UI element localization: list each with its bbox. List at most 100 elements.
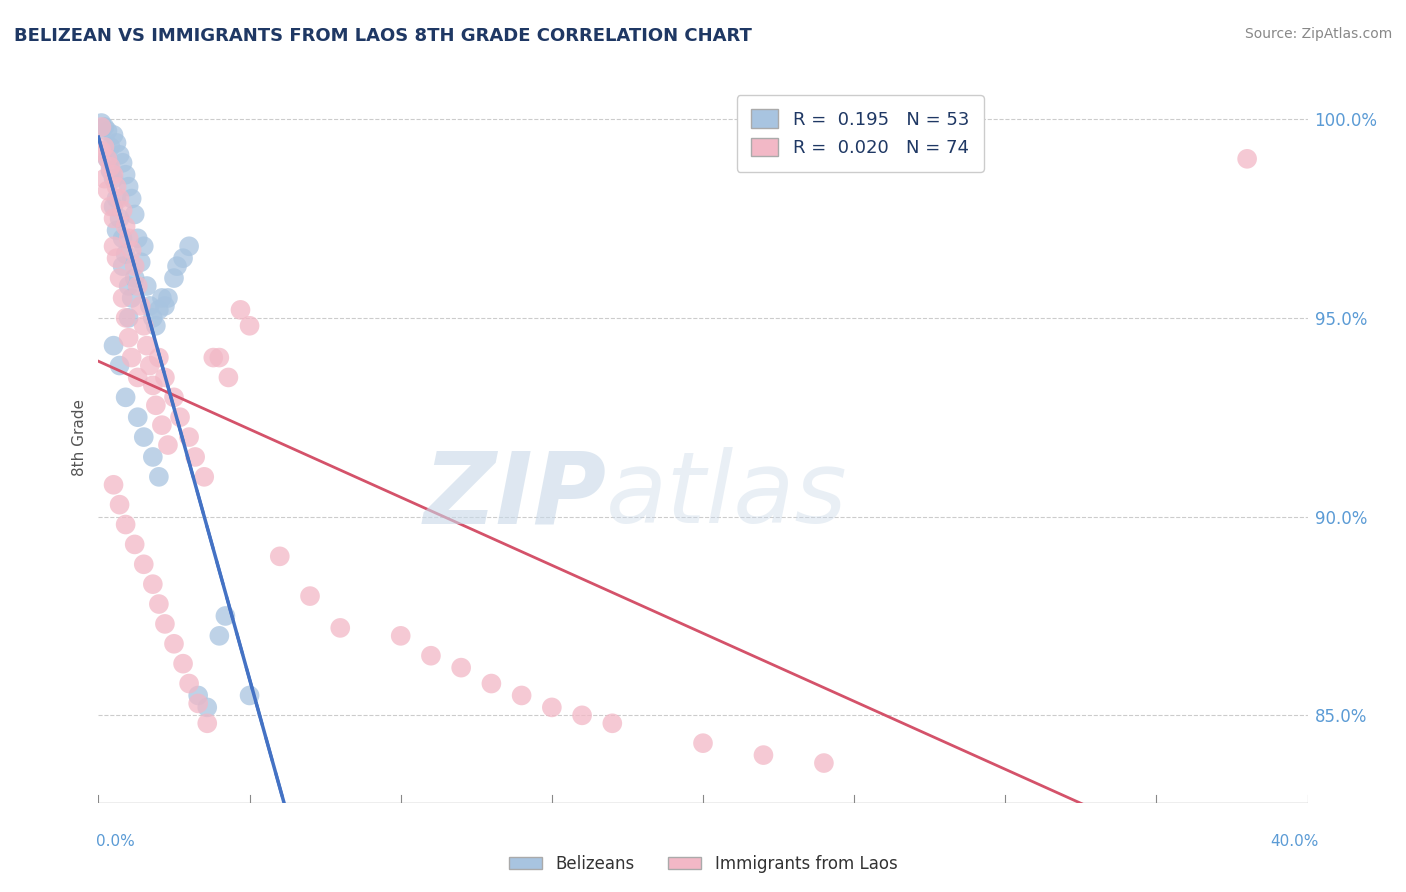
Point — [121, 351, 143, 365]
Point — [114, 517, 136, 532]
Point — [114, 219, 136, 234]
Point — [132, 239, 155, 253]
Point — [156, 291, 179, 305]
Point — [752, 748, 775, 763]
Point — [193, 470, 215, 484]
Point — [118, 231, 141, 245]
Point — [299, 589, 322, 603]
Point — [202, 351, 225, 365]
Point — [105, 223, 128, 237]
Point — [111, 155, 134, 169]
Point — [93, 120, 115, 134]
Point — [187, 689, 209, 703]
Point — [100, 200, 122, 214]
Point — [96, 152, 118, 166]
Point — [208, 629, 231, 643]
Point — [214, 609, 236, 624]
Point — [172, 251, 194, 265]
Point — [692, 736, 714, 750]
Point — [108, 192, 131, 206]
Point — [124, 259, 146, 273]
Point — [132, 558, 155, 572]
Point — [111, 291, 134, 305]
Point — [179, 239, 201, 253]
Point — [602, 716, 624, 731]
Point — [90, 116, 112, 130]
Text: 40.0%: 40.0% — [1271, 834, 1319, 848]
Point — [153, 616, 176, 631]
Point — [108, 148, 131, 162]
Point — [813, 756, 835, 770]
Point — [103, 200, 125, 214]
Point — [184, 450, 207, 464]
Point — [93, 171, 115, 186]
Point — [135, 279, 157, 293]
Point — [96, 124, 118, 138]
Point — [217, 370, 239, 384]
Text: BELIZEAN VS IMMIGRANTS FROM LAOS 8TH GRADE CORRELATION CHART: BELIZEAN VS IMMIGRANTS FROM LAOS 8TH GRA… — [14, 27, 752, 45]
Point — [195, 700, 218, 714]
Point — [108, 211, 131, 226]
Point — [111, 259, 134, 273]
Point — [172, 657, 194, 671]
Point — [111, 203, 134, 218]
Point — [121, 291, 143, 305]
Point — [129, 255, 152, 269]
Point — [153, 299, 176, 313]
Point — [108, 359, 131, 373]
Point — [96, 184, 118, 198]
Point — [129, 299, 152, 313]
Point — [145, 398, 167, 412]
Point — [114, 168, 136, 182]
Point — [195, 716, 218, 731]
Point — [166, 259, 188, 273]
Point — [142, 577, 165, 591]
Point — [148, 470, 170, 484]
Text: 0.0%: 0.0% — [96, 834, 135, 848]
Point — [208, 351, 231, 365]
Point — [103, 239, 125, 253]
Point — [450, 660, 472, 674]
Point — [103, 211, 125, 226]
Point — [150, 291, 173, 305]
Point — [163, 271, 186, 285]
Point — [124, 537, 146, 551]
Y-axis label: 8th Grade: 8th Grade — [72, 399, 87, 475]
Point — [108, 271, 131, 285]
Point — [239, 318, 262, 333]
Point — [187, 697, 209, 711]
Point — [118, 179, 141, 194]
Point — [114, 390, 136, 404]
Point — [103, 128, 125, 142]
Point — [100, 163, 122, 178]
Point — [90, 120, 112, 134]
Point — [103, 171, 125, 186]
Text: atlas: atlas — [606, 447, 848, 544]
Point — [118, 331, 141, 345]
Point — [132, 318, 155, 333]
Point — [124, 207, 146, 221]
Point — [153, 370, 176, 384]
Point — [114, 310, 136, 325]
Point — [127, 231, 149, 245]
Point — [96, 152, 118, 166]
Point — [329, 621, 352, 635]
Point — [540, 700, 562, 714]
Point — [105, 179, 128, 194]
Point — [90, 144, 112, 158]
Point — [142, 450, 165, 464]
Point — [121, 192, 143, 206]
Point — [145, 318, 167, 333]
Point — [142, 378, 165, 392]
Point — [571, 708, 593, 723]
Point — [127, 370, 149, 384]
Point — [179, 676, 201, 690]
Point — [229, 302, 252, 317]
Point — [150, 418, 173, 433]
Point — [118, 310, 141, 325]
Point — [114, 247, 136, 261]
Point — [481, 676, 503, 690]
Point — [148, 351, 170, 365]
Point — [100, 160, 122, 174]
Point — [103, 168, 125, 182]
